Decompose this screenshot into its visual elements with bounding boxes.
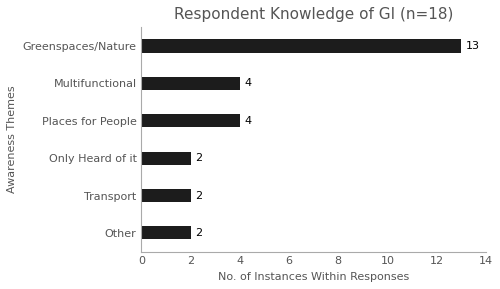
Text: 4: 4: [245, 116, 252, 126]
Bar: [142, 189, 190, 202]
Text: 13: 13: [466, 41, 480, 51]
Bar: [142, 226, 190, 240]
X-axis label: No. of Instances Within Responses: No. of Instances Within Responses: [218, 272, 410, 282]
Y-axis label: Awareness Themes: Awareness Themes: [7, 86, 17, 193]
Bar: [142, 152, 190, 165]
Bar: [142, 77, 240, 90]
Text: 2: 2: [196, 190, 202, 201]
Text: 2: 2: [196, 153, 202, 163]
Bar: [142, 114, 240, 127]
Title: Respondent Knowledge of GI (n=18): Respondent Knowledge of GI (n=18): [174, 7, 454, 22]
Bar: [142, 39, 462, 53]
Text: 2: 2: [196, 228, 202, 238]
Text: 4: 4: [245, 78, 252, 88]
